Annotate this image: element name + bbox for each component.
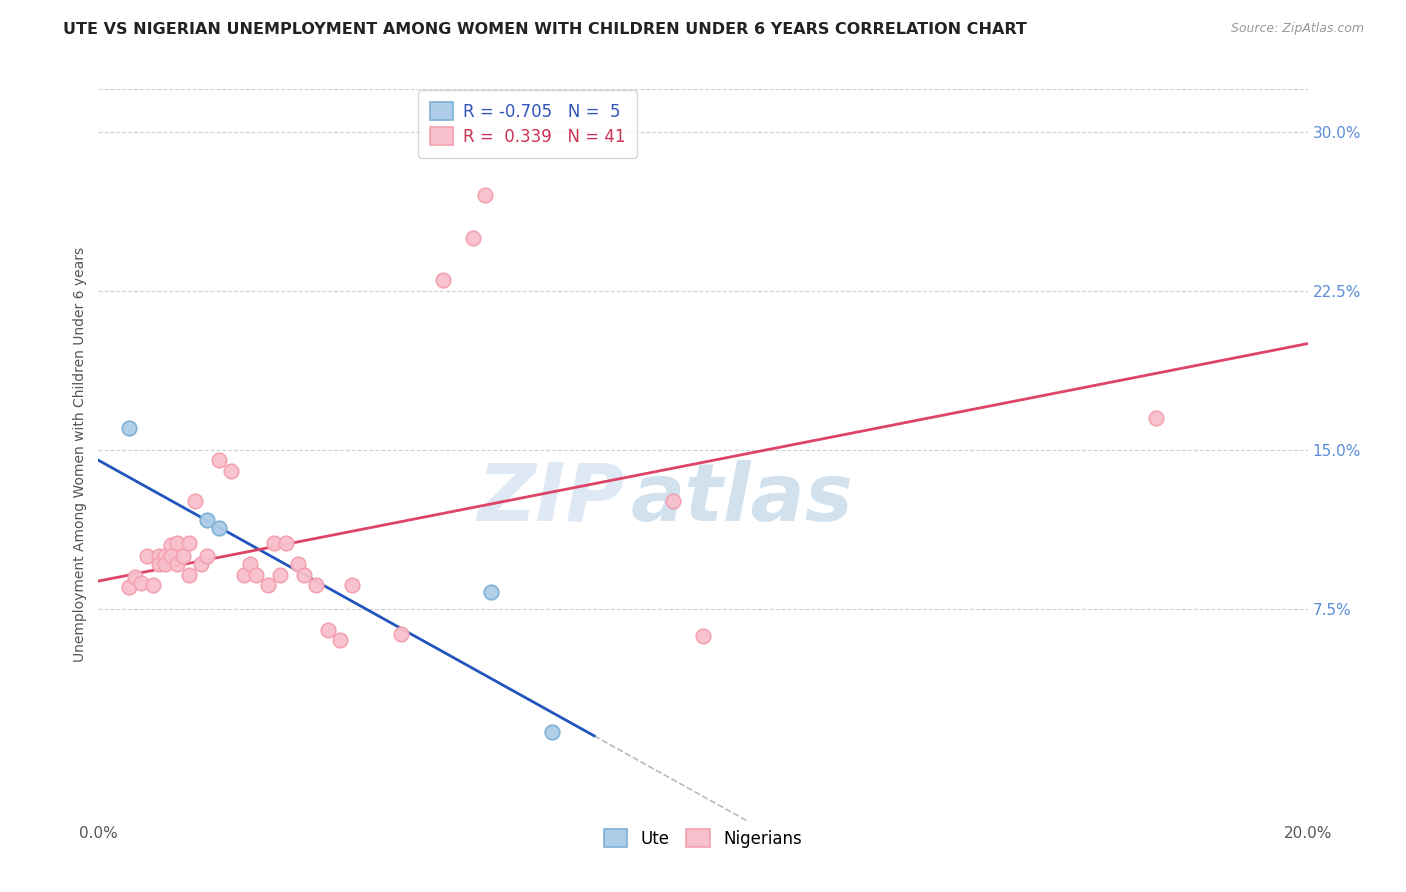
Point [142, 578, 165, 592]
Point [195, 549, 218, 563]
Point [184, 493, 207, 508]
Point [432, 273, 454, 287]
Point [135, 549, 157, 563]
Point [195, 512, 218, 526]
Point [463, 230, 485, 244]
Text: Source: ZipAtlas.com: Source: ZipAtlas.com [1230, 22, 1364, 36]
Point [481, 584, 503, 599]
Point [263, 536, 285, 550]
Point [1144, 410, 1167, 425]
Point [692, 629, 714, 643]
Point [148, 549, 170, 563]
Point [208, 453, 231, 467]
Point [292, 567, 315, 582]
Point [221, 464, 243, 478]
Point [160, 549, 183, 563]
Point [190, 557, 212, 571]
Point [245, 567, 267, 582]
Point [474, 188, 496, 202]
Point [118, 581, 141, 595]
Point [172, 549, 194, 563]
Point [124, 570, 146, 584]
Point [153, 549, 176, 563]
Point [389, 627, 412, 641]
Point [274, 536, 297, 550]
Point [208, 521, 231, 535]
Point [232, 567, 254, 582]
Legend: Ute, Nigerians: Ute, Nigerians [596, 821, 810, 856]
Point [179, 567, 201, 582]
Point [540, 724, 562, 739]
Point [166, 557, 188, 571]
Point [661, 493, 683, 508]
Text: UTE VS NIGERIAN UNEMPLOYMENT AMONG WOMEN WITH CHILDREN UNDER 6 YEARS CORRELATION: UTE VS NIGERIAN UNEMPLOYMENT AMONG WOMEN… [63, 22, 1028, 37]
Point [129, 576, 152, 591]
Point [239, 557, 262, 571]
Point [342, 578, 364, 592]
Point [166, 536, 188, 550]
Point [160, 538, 183, 552]
Point [269, 567, 291, 582]
Point [118, 421, 141, 435]
Text: ZIP: ZIP [477, 459, 624, 538]
Point [305, 578, 328, 592]
Point [179, 536, 201, 550]
Point [287, 557, 309, 571]
Point [256, 578, 278, 592]
Point [148, 557, 170, 571]
Point [316, 623, 339, 637]
Text: atlas: atlas [630, 459, 853, 538]
Point [153, 557, 176, 571]
Point [329, 633, 352, 648]
Y-axis label: Unemployment Among Women with Children Under 6 years: Unemployment Among Women with Children U… [73, 247, 87, 663]
